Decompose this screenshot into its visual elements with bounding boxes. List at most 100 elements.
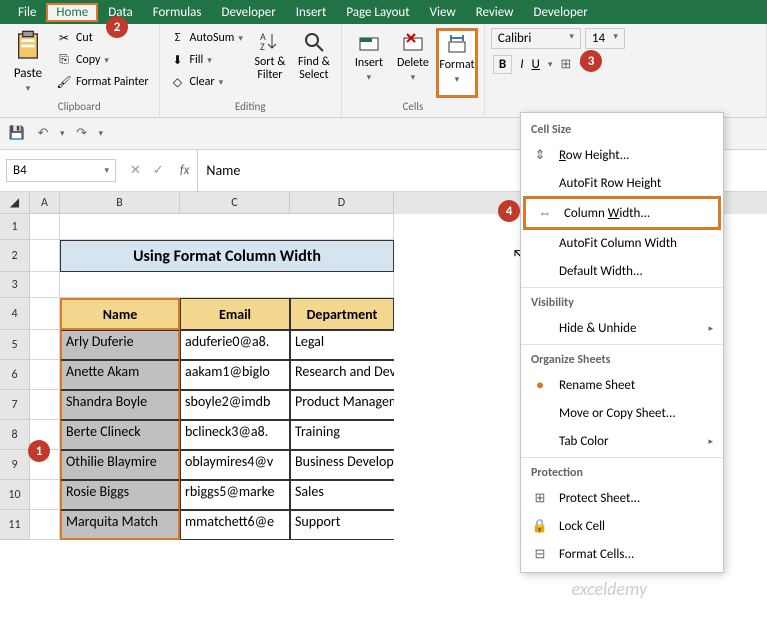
cell-email[interactable]: aduferie0@a8. bbox=[180, 330, 290, 360]
col-header-a[interactable]: A bbox=[30, 192, 60, 214]
cell-email[interactable]: rbiggs5@marke bbox=[180, 480, 290, 510]
row-header[interactable]: 4 bbox=[0, 298, 30, 330]
cell-name[interactable]: Berte Clineck bbox=[60, 420, 180, 450]
cell[interactable] bbox=[30, 298, 60, 330]
cell-name[interactable]: Anette Akam bbox=[60, 360, 180, 390]
row-header[interactable]: 9 bbox=[0, 450, 30, 480]
cell-dept[interactable]: Support bbox=[290, 510, 394, 540]
cell[interactable] bbox=[60, 214, 394, 240]
clear-button[interactable]: ◇Clear ▾ bbox=[166, 72, 247, 92]
cell-email[interactable]: mmatchett6@e bbox=[180, 510, 290, 540]
cell-dept[interactable]: Sales bbox=[290, 480, 394, 510]
cell-dept[interactable]: Research and Development bbox=[290, 360, 394, 390]
insert-button[interactable]: Insert▾ bbox=[348, 28, 390, 98]
name-box[interactable]: B4▾ bbox=[6, 159, 116, 182]
cell[interactable] bbox=[30, 330, 60, 360]
tab-home[interactable]: Home bbox=[46, 3, 98, 22]
fill-button[interactable]: ⬇Fill ▾ bbox=[166, 50, 247, 70]
tab-formulas[interactable]: Formulas bbox=[143, 3, 212, 22]
cell[interactable] bbox=[30, 360, 60, 390]
delete-button[interactable]: Delete▾ bbox=[392, 28, 434, 98]
dd-autofit-row[interactable]: AutoFit Row Height bbox=[521, 169, 723, 197]
cell[interactable] bbox=[30, 510, 60, 540]
tab-developer[interactable]: Developer bbox=[211, 3, 285, 22]
italic-button[interactable]: I bbox=[520, 57, 523, 72]
title-cell[interactable]: Using Format Column Width bbox=[60, 240, 394, 272]
tab-review[interactable]: Review bbox=[466, 3, 524, 22]
header-email[interactable]: Email bbox=[180, 298, 290, 330]
dd-autofit-col[interactable]: AutoFit Column Width bbox=[521, 229, 723, 257]
cell[interactable] bbox=[30, 272, 60, 298]
save-icon[interactable]: 💾 bbox=[8, 125, 26, 143]
tab-file[interactable]: File bbox=[8, 3, 46, 22]
row-header[interactable]: 2 bbox=[0, 240, 30, 272]
dd-protect-sheet[interactable]: ⊞Protect Sheet... bbox=[521, 484, 723, 512]
format-button[interactable]: Format▾ bbox=[436, 28, 478, 98]
dd-move-copy[interactable]: Move or Copy Sheet... bbox=[521, 399, 723, 427]
tab-view[interactable]: View bbox=[420, 3, 466, 22]
cancel-icon[interactable]: ✕ bbox=[130, 163, 141, 178]
select-all[interactable]: ◢ bbox=[0, 192, 30, 214]
fx-icon[interactable]: fx bbox=[172, 163, 198, 178]
find-select-button[interactable]: Find & Select bbox=[293, 28, 335, 98]
enter-icon[interactable]: ✓ bbox=[153, 163, 164, 178]
row-header[interactable]: 8 bbox=[0, 420, 30, 450]
cell-dept[interactable]: Business Development bbox=[290, 450, 394, 480]
border-button[interactable]: ⊞ bbox=[560, 57, 571, 72]
cell-name[interactable]: Arly Duferie bbox=[60, 330, 180, 360]
cell[interactable] bbox=[30, 390, 60, 420]
copy-button[interactable]: ⎘Copy ▾ bbox=[52, 50, 153, 70]
dd-format-cells[interactable]: ⊟Format Cells... bbox=[521, 540, 723, 568]
cell-name[interactable]: Marquita Match bbox=[60, 510, 180, 540]
cell-email[interactable]: sboyle2@imdb bbox=[180, 390, 290, 420]
cell-dept[interactable]: Product Management bbox=[290, 390, 394, 420]
undo-icon[interactable]: ↶ bbox=[34, 125, 52, 143]
row-header[interactable]: 3 bbox=[0, 272, 30, 298]
cell-email[interactable]: oblaymires4@v bbox=[180, 450, 290, 480]
col-header-c[interactable]: C bbox=[180, 192, 290, 214]
col-header-d[interactable]: D bbox=[290, 192, 394, 214]
header-dept[interactable]: Department bbox=[290, 298, 394, 330]
col-header-b[interactable]: B bbox=[60, 192, 180, 214]
cell[interactable] bbox=[30, 480, 60, 510]
header-name[interactable]: Name bbox=[60, 298, 180, 330]
dd-hide-unhide[interactable]: Hide & Unhide▸ bbox=[521, 314, 723, 342]
autosum-button[interactable]: ΣAutoSum ▾ bbox=[166, 28, 247, 48]
row-header[interactable]: 1 bbox=[0, 214, 30, 240]
paste-button[interactable]: Paste ▾ bbox=[6, 28, 50, 98]
row-header[interactable]: 5 bbox=[0, 330, 30, 360]
row-header[interactable]: 7 bbox=[0, 390, 30, 420]
cell-dept[interactable]: Legal bbox=[290, 330, 394, 360]
font-name-select[interactable]: Calibri▾ bbox=[491, 28, 581, 49]
sort-filter-button[interactable]: AZ Sort & Filter bbox=[249, 28, 291, 98]
redo-icon[interactable]: ↷ bbox=[73, 125, 91, 143]
cell-name[interactable]: Rosie Biggs bbox=[60, 480, 180, 510]
cell[interactable] bbox=[30, 240, 60, 272]
cell-name[interactable]: Shandra Boyle bbox=[60, 390, 180, 420]
format-painter-button[interactable]: 🖌Format Painter bbox=[52, 72, 153, 92]
cell[interactable] bbox=[60, 272, 394, 298]
cell-dept[interactable]: Training bbox=[290, 420, 394, 450]
row-header[interactable]: 11 bbox=[0, 510, 30, 540]
dd-row-height[interactable]: ⇕Row Row Height...Height... bbox=[521, 141, 723, 169]
ribbon: Paste ▾ ✂Cut ⎘Copy ▾ 🖌Format Painter Cli… bbox=[0, 24, 767, 118]
row-header[interactable]: 10 bbox=[0, 480, 30, 510]
tab-insert[interactable]: Insert bbox=[286, 3, 337, 22]
tab-developer2[interactable]: Developer bbox=[523, 3, 597, 22]
cell[interactable] bbox=[30, 214, 60, 240]
dd-tab-color[interactable]: Tab Color▸ bbox=[521, 427, 723, 455]
cell-email[interactable]: bclineck3@a8. bbox=[180, 420, 290, 450]
delete-label: Delete bbox=[397, 56, 429, 70]
font-size-select[interactable]: 14▾ bbox=[585, 28, 625, 49]
tab-pagelayout[interactable]: Page Layout bbox=[336, 3, 419, 22]
cell-email[interactable]: aakam1@biglo bbox=[180, 360, 290, 390]
underline-button[interactable]: U bbox=[532, 57, 540, 72]
bold-button[interactable]: B bbox=[493, 55, 512, 74]
cell-name[interactable]: Othilie Blaymire bbox=[60, 450, 180, 480]
cut-button[interactable]: ✂Cut bbox=[52, 28, 153, 48]
dd-lock-cell[interactable]: 🔒Lock Cell bbox=[521, 512, 723, 540]
row-header[interactable]: 6 bbox=[0, 360, 30, 390]
dd-rename-sheet[interactable]: ●Rename Sheet bbox=[521, 371, 723, 399]
dd-column-width[interactable]: ⇔Column Width... bbox=[523, 196, 721, 230]
dd-default-width[interactable]: Default Width... bbox=[521, 257, 723, 285]
